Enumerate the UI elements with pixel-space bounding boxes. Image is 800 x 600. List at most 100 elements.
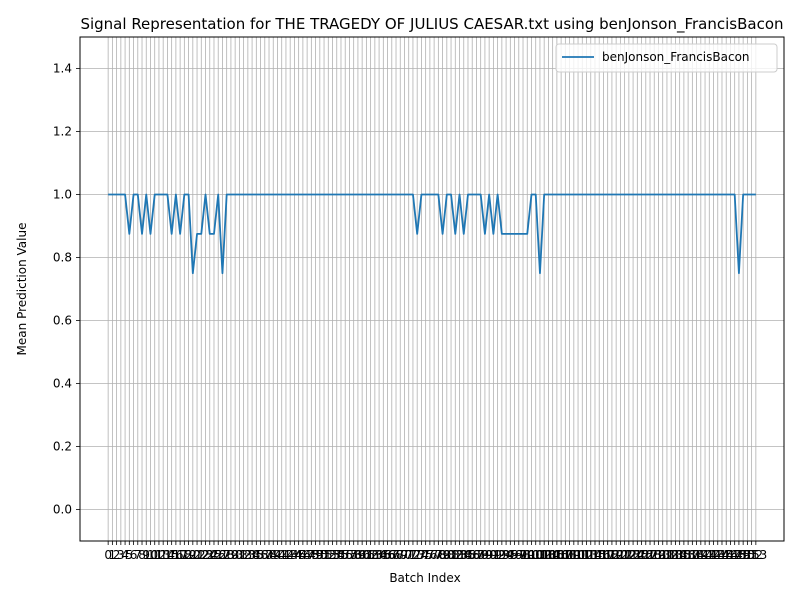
x-tick-label: 44 [287,548,302,562]
x-tick-label: 144 [706,548,729,562]
x-tick-label: 92 [490,548,505,562]
y-axis-ticks: 0.0 0.2 0.4 0.6 0.8 1.0 1.2 1.4 [53,62,80,517]
x-tick-label: 0 [104,548,112,562]
x-tick-label: 9 [142,548,150,562]
x-tick-label: 65 [376,548,391,562]
x-tick-label: 70 [397,548,412,562]
legend-box [555,43,778,73]
x-tick-label: 8 [138,548,146,562]
x-tick-label: 152 [740,548,763,562]
x-tick-label: 103 [533,548,556,562]
y-tick-label: 1.4 [53,62,72,76]
x-tick-label: 1 [109,548,117,562]
x-tick-label: 110 [562,548,585,562]
x-tick-label: 95 [503,548,518,562]
x-tick-label: 27 [215,548,230,562]
x-tick-label: 62 [363,548,378,562]
x-tick-label: 117 [592,548,615,562]
x-tick-label: 120 [605,548,628,562]
x-tick-label: 73 [410,548,425,562]
x-tick-label: 147 [719,548,742,562]
x-tick-label: 114 [579,548,602,562]
y-tick-label: 0.0 [53,503,72,517]
x-tick-label: 107 [550,548,573,562]
chart-title: Signal Representation for THE TRAGEDY OF… [80,15,783,34]
x-tick-label: 61 [359,548,374,562]
x-tick-label: 67 [384,548,399,562]
y-tick-label: 1.2 [53,125,72,139]
x-tick-label: 74 [414,548,429,562]
x-tick-label: 59 [350,548,365,562]
x-tick-label: 34 [244,548,259,562]
x-tick-label: 13 [156,548,171,562]
x-tick-label: 49 [308,548,323,562]
x-tick-label: 78 [431,548,446,562]
legend-label: benJonson_FrancisBacon [602,50,750,64]
x-tick-label: 7 [134,548,142,562]
x-tick-label: 132 [655,548,678,562]
x-tick-label: 99 [520,548,535,562]
x-tick-label: 32 [236,548,251,562]
x-tick-label: 88 [473,548,488,562]
x-tick-label: 104 [537,548,560,562]
x-tick-label: 97 [511,548,526,562]
y-axis-label: Mean Prediction Value [15,223,29,356]
x-tick-label: 33 [240,548,255,562]
x-tick-label: 63 [367,548,382,562]
x-tick-label: 24 [202,548,217,562]
x-tick-label: 115 [584,548,607,562]
y-tick-label: 0.4 [53,377,72,391]
x-tick-label: 94 [498,548,513,562]
x-tick-label: 19 [181,548,196,562]
x-tick-label: 133 [660,548,683,562]
x-tick-label: 109 [558,548,581,562]
plot-frame [79,36,785,542]
x-tick-label: 106 [545,548,568,562]
x-tick-label: 143 [702,548,725,562]
series-layer [108,193,756,275]
x-tick-label: 153 [744,548,767,562]
x-tick-label: 86 [465,548,480,562]
x-tick-label: 31 [232,548,247,562]
x-tick-label: 15 [164,548,179,562]
x-tick-label: 130 [647,548,670,562]
x-tick-label: 112 [571,548,594,562]
y-tick-label: 0.8 [53,251,72,265]
x-axis-label: Batch Index [389,571,460,585]
y-tick-label: 0.2 [53,440,72,454]
x-tick-label: 36 [253,548,268,562]
x-tick-label: 84 [456,548,471,562]
x-tick-label: 29 [223,548,238,562]
x-tick-label: 118 [596,548,619,562]
x-tick-label: 39 [266,548,281,562]
x-tick-label: 41 [274,548,289,562]
x-tick-label: 125 [626,548,649,562]
x-tick-label: 111 [567,548,590,562]
x-tick-label: 151 [736,548,759,562]
x-tick-label: 48 [304,548,319,562]
x-tick-label: 91 [486,548,501,562]
x-tick-label: 4 [121,548,129,562]
x-tick-label: 43 [283,548,298,562]
x-tick-label: 98 [515,548,530,562]
y-gridlines [80,68,784,510]
x-tick-label: 45 [291,548,306,562]
x-tick-label: 50 [312,548,327,562]
x-tick-label: 128 [639,548,662,562]
x-tick-label: 12 [151,548,166,562]
x-tick-label: 47 [299,548,314,562]
x-tick-label: 79 [435,548,450,562]
x-tick-label: 76 [422,548,437,562]
x-tick-label: 116 [588,548,611,562]
x-tick-label: 136 [672,548,695,562]
x-tick-label: 135 [668,548,691,562]
x-tick-label: 101 [524,548,547,562]
x-tick-label: 54 [329,548,344,562]
x-tick-label: 6 [130,548,138,562]
x-tick-label: 38 [261,548,276,562]
x-tick-label: 77 [426,548,441,562]
x-tick-label: 57 [342,548,357,562]
x-tick-label: 121 [609,548,632,562]
x-tick-label: 124 [622,548,645,562]
x-tick-label: 53 [325,548,340,562]
